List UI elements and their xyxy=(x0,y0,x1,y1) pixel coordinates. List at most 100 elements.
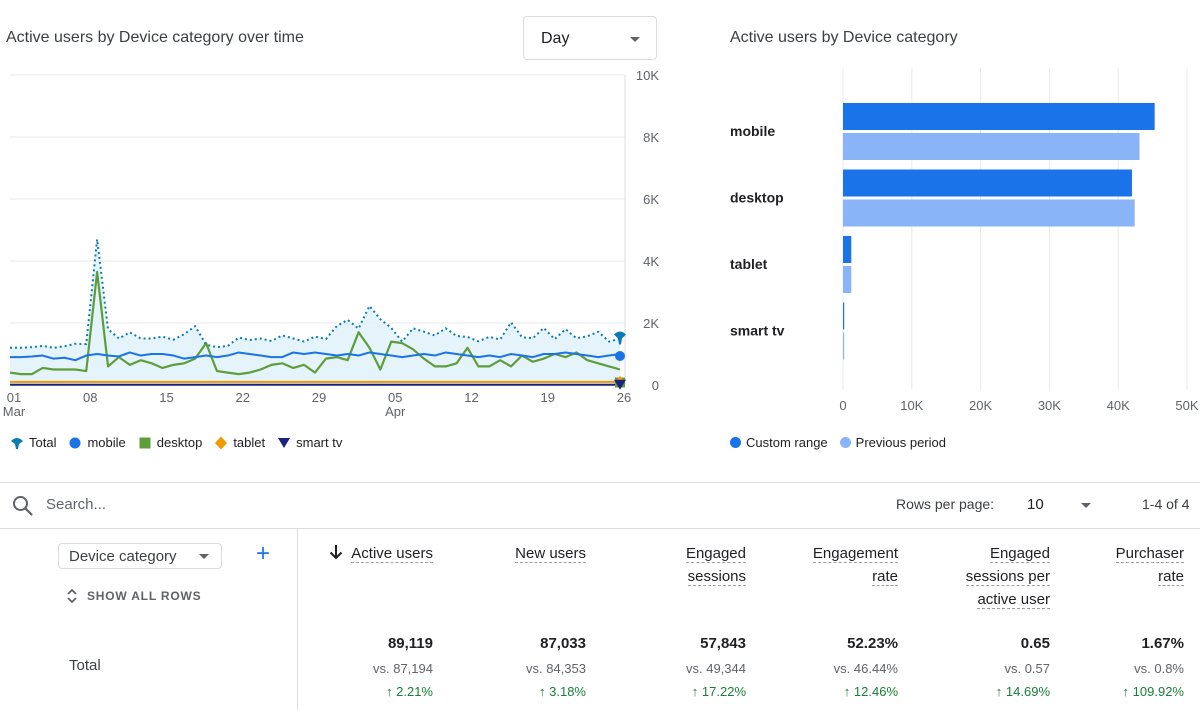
bar-tablet-custom xyxy=(843,236,852,263)
column-header[interactable]: Engaged sessions per active user xyxy=(965,542,1050,611)
divider xyxy=(0,482,1200,483)
series-line-desktop xyxy=(9,270,621,376)
show-all-rows-label: SHOW ALL ROWS xyxy=(87,589,202,603)
comparison-value: vs. 0.57 xyxy=(1004,661,1050,676)
rows-per-page-select[interactable]: 10 xyxy=(1027,496,1044,513)
chevron-down-icon[interactable] xyxy=(1081,503,1091,508)
legend-label: Previous period xyxy=(855,435,946,450)
circle-icon xyxy=(730,437,741,448)
line-chart: 0 2K 4K 6K 8K 10K 01 Mar 08 15 22 29 05 Apr 12 19 26 xyxy=(3,68,660,419)
change-value: ↑ 109.92% xyxy=(1123,684,1184,699)
legend-item[interactable]: desktop xyxy=(138,435,202,450)
legend-item[interactable]: tablet xyxy=(214,435,265,450)
x-tick-line: 15 xyxy=(159,390,173,405)
change-percent: 17.22% xyxy=(701,684,746,699)
arrow-up-icon: ↑ xyxy=(386,684,397,699)
legend-item[interactable]: Previous period xyxy=(839,435,946,450)
x-tick-label: 22 xyxy=(236,390,250,405)
column-header[interactable]: Purchaser rate xyxy=(1115,542,1184,588)
comparison-value: vs. 46.44% xyxy=(833,661,898,676)
legend-item[interactable]: smart tv xyxy=(277,435,342,450)
diamond-icon xyxy=(215,436,228,449)
x-tick-line: 01 xyxy=(7,390,21,405)
y-tick-label: 4K xyxy=(643,254,659,269)
x-tick-label: 12 xyxy=(464,390,478,405)
smart-tv-end-marker xyxy=(614,379,626,390)
bar-smart-tv-custom xyxy=(843,302,845,330)
bar-desktop-previous xyxy=(843,199,1135,227)
column-header-label: Active users xyxy=(351,545,433,563)
x-tick-label: 50K xyxy=(1175,398,1198,413)
change-value: ↑ 2.21% xyxy=(386,684,433,699)
legend-label: Custom range xyxy=(746,435,828,450)
column-header[interactable]: Active users xyxy=(329,542,433,565)
bar-mobile-custom xyxy=(843,103,1155,130)
change-value: ↑ 3.18% xyxy=(539,684,586,699)
column-header-label: sessions xyxy=(687,568,746,586)
search-input[interactable]: Search... xyxy=(46,496,107,513)
bar-smart-tv-previous xyxy=(843,332,845,360)
chevron-down-icon xyxy=(199,554,209,559)
circle-icon xyxy=(69,437,81,448)
change-percent: 109.92% xyxy=(1132,684,1184,699)
legend-item[interactable]: mobile xyxy=(68,435,126,450)
x-tick-line: 12 xyxy=(464,390,478,405)
chevron-down-icon xyxy=(630,37,640,42)
y-tick-label: 6K xyxy=(643,192,659,207)
column-header-label: rate xyxy=(872,568,898,586)
dimension-select[interactable]: Device category xyxy=(58,543,222,569)
bar-chart-legend: Custom range Previous period xyxy=(730,435,958,450)
granularity-dropdown[interactable]: Day xyxy=(523,16,657,60)
column-header[interactable]: New users xyxy=(515,542,586,565)
granularity-value: Day xyxy=(541,30,570,47)
column-header[interactable]: Engagement rate xyxy=(812,542,898,588)
change-percent: 3.18% xyxy=(549,684,586,699)
triangle-down-icon xyxy=(278,437,291,448)
y-tick-label: 0 xyxy=(652,378,659,393)
legend-label: tablet xyxy=(233,435,266,450)
x-tick-label: 29 xyxy=(312,390,326,405)
x-tick-label: 08 xyxy=(83,390,97,405)
change-value: ↑ 17.22% xyxy=(692,684,746,699)
bar-mobile-previous xyxy=(843,133,1140,160)
total-value: 87,033 xyxy=(540,635,586,652)
arrow-up-icon: ↑ xyxy=(691,684,702,699)
x-tick-label: 15 xyxy=(159,390,173,405)
comparison-value: vs. 0.8% xyxy=(1134,661,1184,676)
series-line-total xyxy=(10,238,621,349)
x-tick-line: 22 xyxy=(236,390,250,405)
bar-tablet-previous xyxy=(843,266,852,293)
category-label: mobile xyxy=(730,123,775,139)
change-percent: 14.69% xyxy=(1005,684,1050,699)
mobile-end-marker xyxy=(615,351,625,361)
x-tick-line: 19 xyxy=(541,390,555,405)
y-tick-label: 2K xyxy=(643,316,659,331)
legend-label: mobile xyxy=(87,435,126,450)
legend-item[interactable]: Custom range xyxy=(730,435,828,450)
x-tick-label: 26 xyxy=(617,390,631,405)
series-line-mobile xyxy=(10,351,621,362)
column-header[interactable]: Engaged sessions xyxy=(685,542,746,588)
show-all-rows-button[interactable]: SHOW ALL ROWS xyxy=(66,587,201,605)
column-header-label: Engagement xyxy=(812,545,898,563)
column-header-label: New users xyxy=(515,545,586,563)
x-tick-label: 20K xyxy=(969,398,992,413)
bar-desktop-custom xyxy=(843,169,1132,197)
legend-item[interactable]: Total xyxy=(10,435,56,450)
category-label: tablet xyxy=(730,256,768,272)
total-value: 89,119 xyxy=(387,635,433,652)
circle-icon xyxy=(839,437,851,448)
column-header-label: Purchaser xyxy=(1115,545,1184,563)
search-icon[interactable] xyxy=(12,495,34,517)
arrow-up-icon: ↑ xyxy=(843,684,854,699)
total-pin-icon xyxy=(11,437,23,449)
bar-chart: 0 10K 20K 30K 40K 50K mobile desktop tablet smart… xyxy=(730,68,1199,413)
total-end-marker xyxy=(614,331,626,345)
divider xyxy=(0,528,1200,529)
x-tick-label: 05 Apr xyxy=(385,390,406,419)
x-tick-line: Mar xyxy=(3,404,26,419)
category-label: desktop xyxy=(730,190,784,206)
total-value: 1.67% xyxy=(1141,635,1184,652)
add-dimension-button[interactable]: + xyxy=(256,540,271,567)
total-value: 0.65 xyxy=(1020,635,1050,652)
